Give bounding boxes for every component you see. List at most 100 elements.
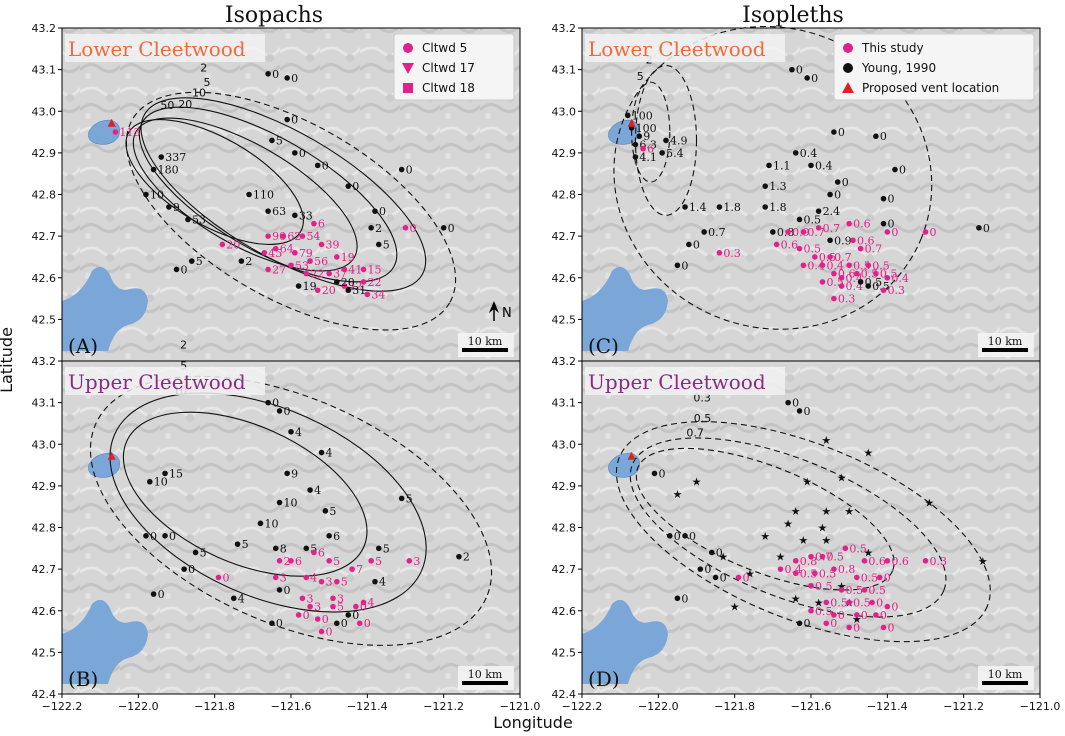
sample-value-label: 31	[352, 284, 366, 297]
star-marker: ★	[791, 505, 801, 518]
contour-line	[122, 411, 368, 577]
contour-line	[615, 421, 991, 643]
sample-site-marker	[796, 245, 803, 252]
sample-site-marker	[762, 204, 768, 210]
sample-site-marker	[345, 287, 352, 294]
panel-letter: (A)	[68, 334, 98, 358]
sample-site-marker	[922, 558, 929, 564]
y-tick-label: 43.0	[552, 105, 577, 118]
sample-value-label: 0.5	[853, 259, 871, 272]
sample-value-label: 0	[891, 601, 898, 614]
sample-site-marker	[173, 266, 180, 273]
y-tick-label: 43.1	[552, 64, 577, 77]
sample-site-marker	[162, 533, 168, 539]
sample-site-marker	[326, 533, 332, 539]
vent-marker	[107, 118, 116, 127]
sample-value-label: 22	[310, 268, 324, 281]
sample-site-marker	[808, 553, 814, 560]
sample-site-marker	[682, 204, 688, 210]
sample-value-label: 0	[681, 592, 688, 605]
sample-value-label: 0.3	[930, 555, 948, 568]
sample-value-label: 0.3	[888, 284, 906, 297]
sample-site-marker	[185, 216, 191, 223]
sample-site-marker	[269, 620, 275, 627]
contour-line	[140, 97, 427, 292]
sample-site-marker	[854, 270, 860, 277]
sample-site-marker	[674, 595, 681, 602]
sample-site-marker	[708, 549, 715, 556]
sample-value-label: 0	[876, 596, 883, 609]
sample-value-label: 2	[463, 551, 470, 564]
sample-value-label: 5	[329, 505, 336, 518]
sample-site-marker	[873, 133, 879, 140]
sample-site-marker	[846, 624, 852, 631]
sample-site-marker	[288, 558, 294, 564]
y-tick-label: 43.1	[552, 397, 577, 410]
sample-site-marker	[406, 558, 413, 564]
x-tick-label: −121.6	[271, 700, 312, 713]
sample-site-marker	[712, 574, 719, 581]
scalebar-label: 10 km	[468, 668, 503, 681]
sample-site-marker	[330, 603, 336, 610]
sample-value-label: 27	[272, 263, 286, 276]
sample-value-label: 0	[880, 609, 887, 622]
sample-site-marker	[880, 220, 887, 227]
star-marker: ★	[818, 522, 828, 535]
sample-site-marker	[815, 225, 822, 231]
sample-site-marker	[838, 274, 845, 281]
sample-value-label: 0	[406, 164, 413, 177]
sample-value-label: 0	[448, 222, 455, 235]
scalebar-label: 10 km	[988, 335, 1023, 348]
contour-label: 10	[192, 86, 206, 99]
x-tick-label: −121.8	[194, 700, 235, 713]
x-tick-label: −122.0	[638, 700, 679, 713]
contour-label: 0.7	[686, 426, 704, 439]
map-panel-b: 2510004494105515101065855200500042665753…	[61, 339, 521, 695]
sample-site-marker	[402, 225, 409, 231]
sample-site-marker	[456, 553, 462, 560]
sample-value-label: 0.5	[846, 584, 864, 597]
sample-site-marker	[318, 241, 325, 248]
sample-site-marker	[808, 162, 814, 169]
y-tick-label: 42.8	[32, 189, 57, 202]
sample-value-label: 45	[268, 247, 282, 260]
sample-value-label: 0	[796, 64, 803, 77]
contour-label: 5	[204, 76, 211, 89]
sample-value-label: 0	[681, 259, 688, 272]
sample-site-marker	[861, 587, 868, 593]
x-tick-label: −122.2	[562, 700, 603, 713]
legend-marker	[843, 63, 853, 73]
sample-site-marker	[892, 166, 898, 173]
sample-site-marker	[674, 262, 681, 269]
sample-value-label: 19	[341, 251, 355, 264]
sample-value-label: 6	[295, 555, 302, 568]
scalebar-box	[978, 333, 1034, 357]
sample-site-marker	[288, 428, 294, 435]
sample-site-marker	[143, 533, 149, 539]
sample-site-marker	[815, 208, 822, 214]
star-marker: ★	[844, 505, 854, 518]
sample-value-label: 3	[280, 571, 287, 584]
sample-value-label: 15	[169, 467, 183, 480]
vent-marker	[627, 118, 636, 127]
y-tick-label: 42.6	[552, 605, 577, 618]
x-tick-label: −121.2	[423, 700, 464, 713]
sample-site-marker	[322, 508, 329, 514]
sample-value-label: 64	[280, 243, 294, 256]
sample-value-label: 5	[375, 555, 382, 568]
sample-value-label: 8	[280, 542, 287, 555]
scalebar-box	[458, 666, 514, 690]
x-tick-label: −121.4	[347, 700, 388, 713]
y-tick-label: 43.0	[552, 438, 577, 451]
sample-value-label: 0.9	[834, 234, 852, 247]
y-tick-label: 42.8	[32, 522, 57, 535]
map-panel-c: 0.82510010096.364.14.95.400000.40.41.11.…	[581, 25, 1041, 362]
sample-site-marker	[827, 191, 833, 198]
sample-site-marker	[341, 283, 348, 289]
sample-value-label: 0	[291, 72, 298, 85]
sample-site-marker	[686, 241, 692, 248]
sample-site-marker	[272, 245, 279, 252]
sample-site-marker	[375, 545, 382, 552]
sample-site-marker	[800, 229, 807, 235]
sample-site-marker	[823, 620, 830, 627]
